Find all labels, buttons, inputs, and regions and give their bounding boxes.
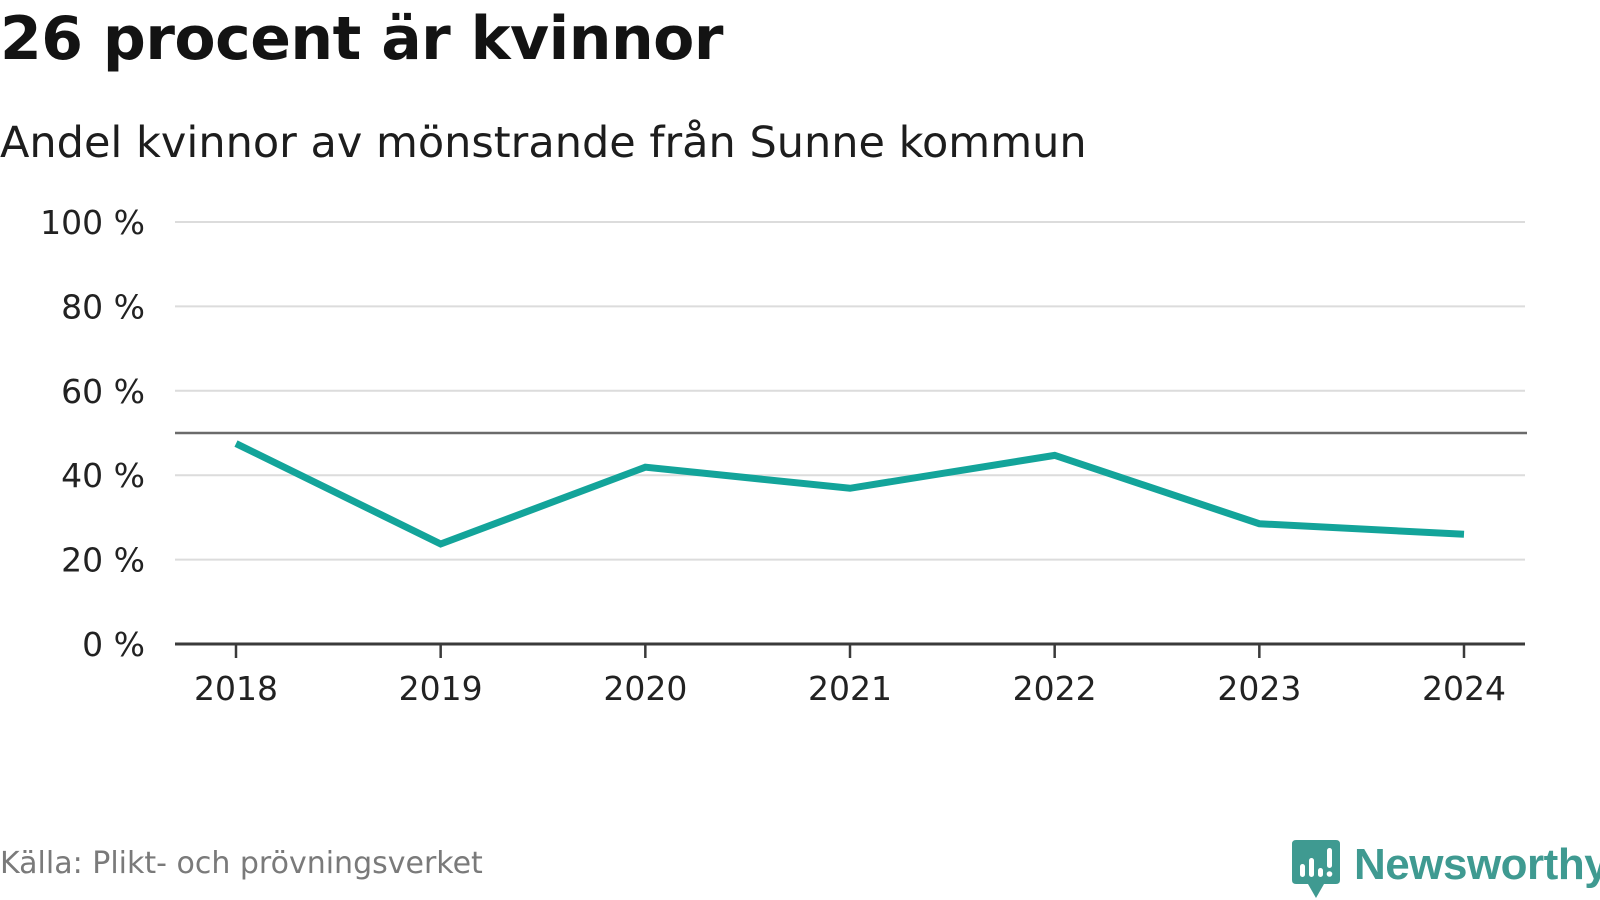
newsworthy-logo-icon bbox=[1292, 840, 1340, 898]
x-tick-label: 2020 bbox=[603, 669, 687, 708]
brand-logo: Newsworthy bbox=[1290, 840, 1600, 900]
grid-layer bbox=[175, 221, 1525, 561]
x-tick-label: 2019 bbox=[399, 669, 483, 708]
chart-subtitle: Andel kvinnor av mönstrande från Sunne k… bbox=[0, 118, 1087, 168]
y-tick-label: 100 % bbox=[40, 203, 145, 242]
x-tick-label: 2018 bbox=[194, 669, 278, 708]
x-tick-label: 2024 bbox=[1422, 669, 1506, 708]
y-tick-label: 80 % bbox=[61, 287, 145, 326]
axis-layer bbox=[175, 642, 1525, 658]
y-tick-label: 0 % bbox=[82, 625, 145, 664]
y-tick-label: 20 % bbox=[61, 541, 145, 580]
chart-title: 26 procent är kvinnor bbox=[0, 4, 723, 74]
x-tick-label: 2021 bbox=[808, 669, 892, 708]
source-note: Källa: Plikt- och prövningsverket bbox=[0, 846, 483, 881]
series-layer bbox=[234, 440, 1465, 548]
x-tick-label: 2023 bbox=[1217, 669, 1301, 708]
label-layer: 0 % 20 % 40 % 60 % 80 % 100 % 2018 2019 2020 2021… bbox=[40, 203, 1506, 708]
x-tick-label: 2022 bbox=[1013, 669, 1097, 708]
brand-name: Newsworthy bbox=[1354, 840, 1600, 889]
y-tick-label: 40 % bbox=[61, 456, 145, 495]
series-line-andel-kvinnor bbox=[234, 440, 1465, 548]
y-tick-label: 60 % bbox=[61, 372, 145, 411]
